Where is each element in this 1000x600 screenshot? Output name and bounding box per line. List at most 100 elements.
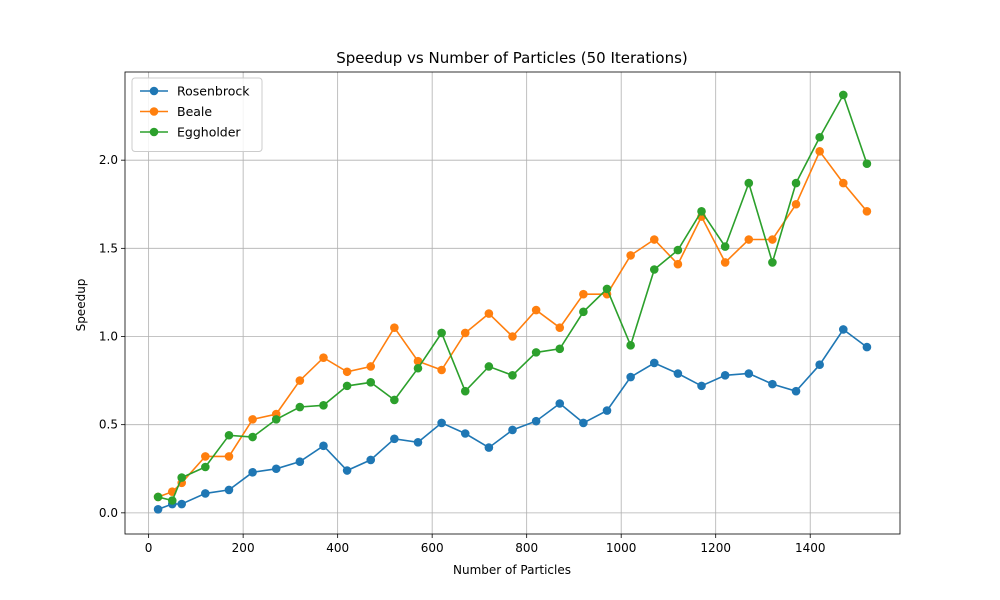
data-point-rosenbrock [555, 399, 564, 408]
legend-swatch-marker [150, 87, 159, 96]
data-point-eggholder [603, 285, 612, 294]
data-point-beale [815, 147, 824, 156]
data-point-rosenbrock [366, 456, 375, 465]
data-point-eggholder [863, 159, 872, 168]
data-point-rosenbrock [721, 371, 730, 380]
data-point-beale [366, 362, 375, 371]
data-point-rosenbrock [650, 359, 659, 368]
data-point-eggholder [201, 463, 210, 472]
data-point-rosenbrock [532, 417, 541, 426]
data-point-beale [674, 260, 683, 269]
x-tick-label: 200 [232, 541, 255, 555]
series-beale [154, 147, 871, 501]
data-point-rosenbrock [461, 429, 470, 438]
data-point-eggholder [272, 415, 281, 424]
data-point-rosenbrock [248, 468, 257, 477]
data-point-eggholder [225, 431, 234, 440]
data-point-eggholder [532, 348, 541, 357]
data-point-rosenbrock [485, 443, 494, 452]
legend: Rosenbrock Beale Eggholder [132, 78, 262, 152]
x-tick-label: 800 [515, 541, 538, 555]
data-point-rosenbrock [674, 369, 683, 378]
y-axis-title: Speedup [74, 279, 88, 332]
y-tick-label: 2.0 [99, 153, 118, 167]
data-point-eggholder [485, 362, 494, 371]
data-point-beale [792, 200, 801, 209]
data-point-eggholder [768, 258, 777, 267]
data-point-beale [555, 323, 564, 332]
data-point-eggholder [508, 371, 517, 380]
data-point-rosenbrock [508, 426, 517, 435]
y-tick-label: 1.0 [99, 330, 118, 344]
data-point-beale [650, 235, 659, 244]
series-rosenbrock [154, 325, 871, 513]
data-point-rosenbrock [768, 380, 777, 389]
data-point-rosenbrock [626, 373, 635, 382]
data-point-rosenbrock [815, 360, 824, 369]
data-point-beale [201, 452, 210, 461]
data-point-eggholder [414, 364, 423, 373]
data-point-rosenbrock [579, 419, 588, 428]
data-point-beale [863, 207, 872, 216]
data-point-eggholder [154, 493, 163, 502]
data-point-rosenbrock [603, 406, 612, 415]
data-point-beale [744, 235, 753, 244]
x-tick-label: 600 [421, 541, 444, 555]
data-point-beale [721, 258, 730, 267]
data-point-eggholder [437, 329, 446, 338]
x-tick-label: 0 [145, 541, 153, 555]
data-point-beale [579, 290, 588, 299]
data-point-beale [508, 332, 517, 341]
data-point-eggholder [792, 179, 801, 188]
data-point-beale [839, 179, 848, 188]
y-tick-label: 1.5 [99, 241, 118, 255]
data-point-eggholder [839, 91, 848, 100]
data-point-rosenbrock [272, 464, 281, 473]
legend-label: Rosenbrock [177, 84, 250, 99]
data-point-beale [626, 251, 635, 260]
data-point-beale [225, 452, 234, 461]
data-point-rosenbrock [437, 419, 446, 428]
data-point-beale [319, 353, 328, 362]
x-axis-title: Number of Particles [453, 563, 571, 577]
data-point-beale [343, 367, 352, 376]
data-point-beale [485, 309, 494, 318]
data-point-rosenbrock [863, 343, 872, 352]
data-point-beale [390, 323, 399, 332]
data-point-beale [248, 415, 257, 424]
data-point-eggholder [815, 133, 824, 142]
data-point-rosenbrock [744, 369, 753, 378]
data-point-eggholder [697, 207, 706, 216]
data-point-eggholder [177, 473, 186, 482]
data-point-rosenbrock [177, 500, 186, 509]
legend-swatch-marker [150, 128, 159, 137]
data-point-rosenbrock [414, 438, 423, 447]
data-point-eggholder [721, 242, 730, 251]
x-tick-label: 1200 [700, 541, 731, 555]
legend-swatch-marker [150, 107, 159, 116]
data-point-beale [461, 329, 470, 338]
data-point-eggholder [366, 378, 375, 387]
y-tick-label: 0.5 [99, 418, 118, 432]
data-point-rosenbrock [154, 505, 163, 514]
data-point-eggholder [168, 496, 177, 505]
data-point-eggholder [626, 341, 635, 350]
series-line-beale [158, 151, 867, 497]
legend-label: Eggholder [177, 125, 241, 140]
data-point-eggholder [461, 387, 470, 396]
y-tick-label: 0.0 [99, 506, 118, 520]
data-point-rosenbrock [296, 457, 305, 466]
data-point-rosenbrock [343, 466, 352, 475]
data-point-rosenbrock [225, 486, 234, 495]
data-point-eggholder [674, 246, 683, 255]
data-point-beale [532, 306, 541, 315]
data-point-eggholder [248, 433, 257, 442]
data-point-eggholder [555, 345, 564, 354]
chart-title: Speedup vs Number of Particles (50 Itera… [336, 49, 688, 67]
series-group [154, 91, 871, 514]
legend-label: Beale [177, 104, 212, 119]
data-point-rosenbrock [792, 387, 801, 396]
data-point-eggholder [296, 403, 305, 412]
series-line-eggholder [158, 95, 867, 501]
data-point-eggholder [579, 308, 588, 317]
